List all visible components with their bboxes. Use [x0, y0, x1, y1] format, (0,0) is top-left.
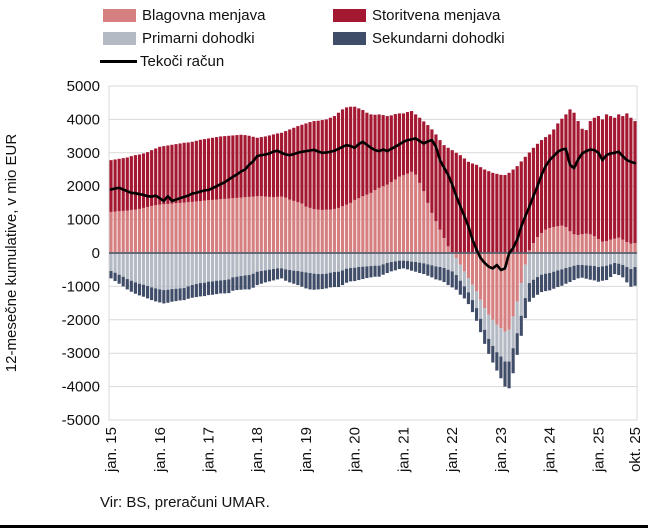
svg-text:jan. 20: jan. 20	[347, 427, 364, 473]
svg-text:jan. 18: jan. 18	[249, 427, 266, 473]
svg-text:jan. 19: jan. 19	[298, 427, 315, 473]
source-note: Vir: BS, preračuni UMAR.	[100, 494, 270, 511]
svg-text:0: 0	[92, 245, 100, 262]
svg-text:jan. 24: jan. 24	[542, 427, 559, 473]
bars-sekundarni	[109, 260, 637, 389]
y-axis-tick-labels: 5000 4000 3000 2000 1000 0 -1000 -2000 -3000 -400…	[62, 78, 100, 429]
legend-item-blagovna: Blagovna menjava	[103, 7, 265, 24]
svg-text:jan. 15: jan. 15	[103, 427, 120, 473]
y-axis-title: 12-mesečne kumulative, v mio EUR	[3, 134, 20, 373]
legend-line-swatch-tekoci	[100, 60, 137, 63]
svg-text:-5000: -5000	[62, 412, 100, 429]
svg-text:-3000: -3000	[62, 345, 100, 362]
bars-blagovna	[109, 171, 637, 332]
legend-label-storitvena: Storitvena menjava	[372, 7, 501, 24]
bars-primarni	[109, 253, 637, 362]
svg-text:jan. 25: jan. 25	[590, 427, 607, 473]
bars-storitvena	[109, 106, 637, 253]
legend-label-blagovna: Blagovna menjava	[142, 7, 266, 24]
svg-text:1000: 1000	[67, 212, 100, 229]
svg-text:jan. 23: jan. 23	[493, 427, 510, 473]
legend-item-sekundarni: Sekundarni dohodki	[333, 30, 505, 47]
legend-swatch-primarni	[103, 32, 136, 45]
legend-item-storitvena: Storitvena menjava	[333, 7, 500, 24]
svg-text:jan. 16: jan. 16	[152, 427, 169, 473]
line-tekoci-racun	[109, 137, 637, 272]
svg-text:-4000: -4000	[62, 379, 100, 396]
svg-text:2000: 2000	[67, 178, 100, 195]
svg-text:5000: 5000	[67, 78, 100, 95]
legend-swatch-blagovna	[103, 9, 136, 22]
svg-text:okt. 25: okt. 25	[627, 427, 644, 472]
svg-text:jan. 22: jan. 22	[444, 427, 461, 473]
svg-text:-1000: -1000	[62, 278, 100, 295]
legend-swatch-sekundarni	[333, 32, 366, 45]
svg-text:3000: 3000	[67, 145, 100, 162]
legend-item-tekoci: Tekoči račun	[100, 53, 224, 70]
legend-label-tekoci: Tekoči račun	[140, 53, 225, 70]
svg-text:jan. 21: jan. 21	[396, 427, 413, 473]
svg-text:jan. 17: jan. 17	[201, 427, 218, 473]
legend-swatch-storitvena	[333, 9, 366, 22]
x-axis-tick-labels: jan. 15 jan. 16 jan. 17 jan. 18 jan. 19 jan. …	[103, 427, 644, 473]
svg-text:4000: 4000	[67, 111, 100, 128]
legend-label-sekundarni: Sekundarni dohodki	[372, 30, 505, 47]
svg-text:-2000: -2000	[62, 312, 100, 329]
legend-item-primarni: Primarni dohodki	[103, 30, 255, 47]
legend-label-primarni: Primarni dohodki	[142, 30, 255, 47]
